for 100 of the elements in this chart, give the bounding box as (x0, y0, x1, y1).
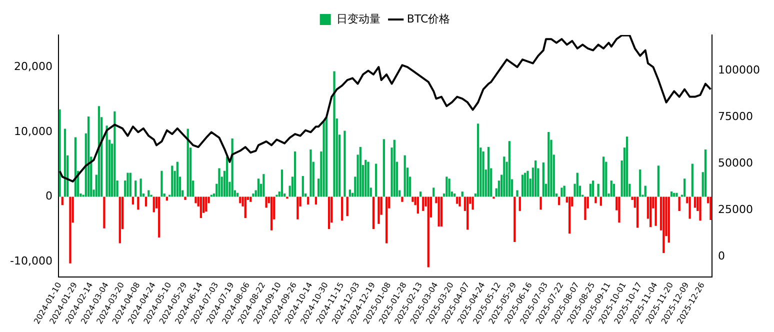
y-tick-label: 20,000 (14, 60, 52, 74)
bar (307, 196, 310, 204)
bar (597, 184, 600, 197)
bar (589, 184, 592, 197)
bar (341, 196, 344, 221)
bar (472, 196, 474, 210)
bar (662, 196, 665, 253)
bar (64, 128, 66, 197)
bar (176, 162, 178, 197)
bar (432, 188, 435, 197)
bar (448, 178, 450, 197)
bar (129, 172, 132, 197)
bar (252, 193, 254, 197)
bar (103, 196, 106, 228)
y2-tick-label: 50000 (718, 156, 754, 170)
bar (466, 196, 469, 230)
bar (166, 196, 168, 201)
bar (644, 186, 646, 197)
y-tick-label: -10,000 (10, 254, 52, 268)
bar (476, 124, 480, 197)
bar (503, 156, 506, 197)
bar (239, 196, 242, 204)
bar (372, 196, 375, 230)
bar (461, 192, 464, 197)
bar (684, 178, 686, 197)
bar (456, 196, 458, 204)
bar (419, 192, 422, 197)
bar (440, 196, 442, 226)
bar (650, 196, 652, 228)
bar (508, 141, 510, 197)
bar (270, 196, 273, 230)
bar (367, 162, 370, 197)
bar (438, 196, 440, 226)
bar (382, 139, 385, 197)
bar (639, 170, 642, 197)
bar (160, 170, 163, 197)
bar (262, 174, 265, 197)
bar (657, 166, 660, 197)
bar (676, 192, 678, 197)
bar (458, 196, 461, 206)
bar (106, 126, 108, 197)
bar (422, 196, 424, 211)
bar (540, 196, 542, 210)
bar (568, 196, 571, 234)
y2-tick-label: 100000 (718, 64, 760, 77)
bar (348, 190, 351, 197)
bar (385, 196, 388, 244)
bar (393, 140, 396, 197)
bar (132, 196, 134, 204)
bar (518, 196, 521, 211)
bar (58, 109, 61, 197)
bar (670, 192, 673, 197)
bar (158, 196, 160, 238)
bar (280, 170, 284, 197)
bar (521, 174, 524, 197)
bar (404, 155, 406, 197)
bar (265, 196, 268, 208)
bar (563, 186, 566, 197)
legend-label: BTC价格 (406, 12, 450, 26)
bar (594, 196, 597, 204)
bar (378, 196, 380, 224)
bar (137, 196, 140, 210)
bar (654, 196, 657, 226)
bar (296, 196, 299, 220)
bar (548, 132, 550, 197)
bar (602, 156, 605, 197)
y2-tick-label: 25000 (718, 203, 754, 216)
bar (152, 196, 155, 212)
bar (427, 196, 430, 268)
bar (118, 196, 121, 244)
bar (126, 172, 129, 197)
bar (140, 178, 142, 197)
bar (626, 136, 628, 197)
y-tick-label: 10,000 (14, 124, 52, 138)
bar (482, 151, 484, 197)
bar (294, 151, 296, 197)
bar (205, 196, 208, 212)
bar (412, 196, 414, 202)
bar (69, 196, 72, 264)
bar (144, 196, 148, 206)
bar (526, 170, 529, 197)
bar (87, 116, 90, 197)
bar (558, 196, 560, 206)
bar (636, 196, 639, 228)
bar (61, 196, 64, 206)
bar (694, 196, 696, 208)
bar (226, 156, 228, 197)
bar (576, 172, 578, 197)
bar (401, 196, 404, 202)
bar (231, 138, 234, 197)
bar (194, 196, 197, 204)
bar (250, 196, 252, 202)
bar (200, 196, 202, 218)
bar (542, 162, 544, 197)
legend-label: 日变动量 (336, 12, 380, 26)
bar (688, 196, 691, 219)
bar (114, 111, 116, 197)
bar (346, 196, 348, 216)
y-tick-label: 0 (45, 190, 52, 203)
bar (560, 188, 563, 197)
